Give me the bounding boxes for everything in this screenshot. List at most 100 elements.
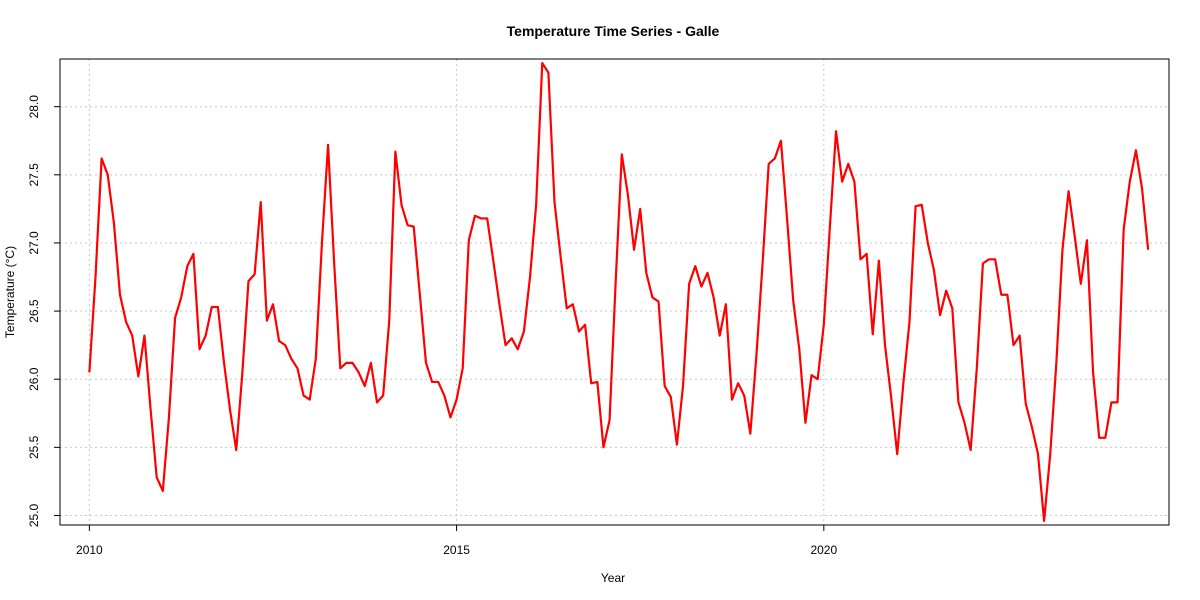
- data-point: [639, 208, 641, 210]
- data-point: [755, 354, 757, 356]
- data-point: [670, 396, 672, 398]
- data-point: [1098, 437, 1100, 439]
- x-axis-label: Year: [601, 571, 625, 585]
- data-point: [590, 382, 592, 384]
- data-point: [517, 348, 519, 350]
- data-point: [700, 286, 702, 288]
- data-point: [1123, 228, 1125, 230]
- data-point: [774, 157, 776, 159]
- data-point: [566, 307, 568, 309]
- data-point: [872, 333, 874, 335]
- y-axis-label: Temperature (°C): [3, 246, 17, 338]
- data-point: [143, 335, 145, 337]
- data-point: [676, 444, 678, 446]
- data-point: [964, 422, 966, 424]
- data-point: [633, 249, 635, 251]
- x-tick-label: 2010: [76, 543, 103, 557]
- data-point: [382, 395, 384, 397]
- data-point: [407, 224, 409, 226]
- data-point: [786, 217, 788, 219]
- y-tick-label: 25.5: [27, 435, 41, 459]
- data-point: [186, 265, 188, 267]
- data-point: [1055, 362, 1057, 364]
- data-point: [376, 401, 378, 403]
- data-point: [725, 303, 727, 305]
- data-point: [474, 215, 476, 217]
- chart-title: Temperature Time Series - Galle: [507, 23, 720, 39]
- data-point: [107, 174, 109, 176]
- data-point: [394, 151, 396, 153]
- data-point: [486, 217, 488, 219]
- data-point: [780, 140, 782, 142]
- data-point: [131, 335, 133, 337]
- data-point: [229, 410, 231, 412]
- data-point: [309, 399, 311, 401]
- data-point: [272, 303, 274, 305]
- data-point: [296, 367, 298, 369]
- data-point: [860, 258, 862, 260]
- data-point: [443, 395, 445, 397]
- data-point: [419, 294, 421, 296]
- data-point: [811, 374, 813, 376]
- data-point: [707, 272, 709, 274]
- data-point: [853, 181, 855, 183]
- data-point: [1074, 235, 1076, 237]
- data-point: [345, 362, 347, 364]
- data-point: [125, 321, 127, 323]
- data-point: [205, 335, 207, 337]
- data-point: [162, 490, 164, 492]
- data-point: [939, 314, 941, 316]
- data-point: [915, 205, 917, 207]
- data-point: [847, 163, 849, 165]
- data-point: [737, 382, 739, 384]
- data-point: [866, 253, 868, 255]
- data-point: [413, 226, 415, 228]
- data-point: [401, 204, 403, 206]
- data-point: [976, 367, 978, 369]
- data-point: [682, 385, 684, 387]
- data-point: [921, 204, 923, 206]
- data-point: [645, 272, 647, 274]
- data-point: [713, 296, 715, 298]
- data-point: [1000, 294, 1002, 296]
- data-point: [1031, 426, 1033, 428]
- data-point: [615, 280, 617, 282]
- data-point: [602, 446, 604, 448]
- data-point: [1049, 453, 1051, 455]
- data-point: [1068, 190, 1070, 192]
- data-point: [584, 324, 586, 326]
- data-point: [688, 283, 690, 285]
- data-point: [970, 449, 972, 451]
- data-point: [358, 371, 360, 373]
- y-tick-label: 27.5: [27, 163, 41, 187]
- data-point: [1013, 344, 1015, 346]
- data-point: [982, 262, 984, 264]
- data-point: [884, 344, 886, 346]
- data-point: [896, 453, 898, 455]
- data-point: [951, 307, 953, 309]
- data-point: [762, 262, 764, 264]
- data-point: [88, 371, 90, 373]
- data-point: [560, 256, 562, 258]
- data-point: [113, 222, 115, 224]
- data-point: [137, 375, 139, 377]
- data-point: [835, 130, 837, 132]
- data-point: [241, 371, 243, 373]
- y-tick-label: 26.5: [27, 299, 41, 323]
- data-point: [933, 269, 935, 271]
- data-point: [694, 265, 696, 267]
- data-point: [437, 381, 439, 383]
- data-point: [388, 320, 390, 322]
- data-point: [303, 395, 305, 397]
- data-point: [1110, 401, 1112, 403]
- data-point: [541, 62, 543, 64]
- data-point: [890, 396, 892, 398]
- y-tick-label: 25.0: [27, 503, 41, 527]
- data-point: [578, 331, 580, 333]
- data-point: [480, 217, 482, 219]
- data-point: [248, 280, 250, 282]
- data-point: [192, 253, 194, 255]
- data-point: [957, 401, 959, 403]
- data-point: [792, 299, 794, 301]
